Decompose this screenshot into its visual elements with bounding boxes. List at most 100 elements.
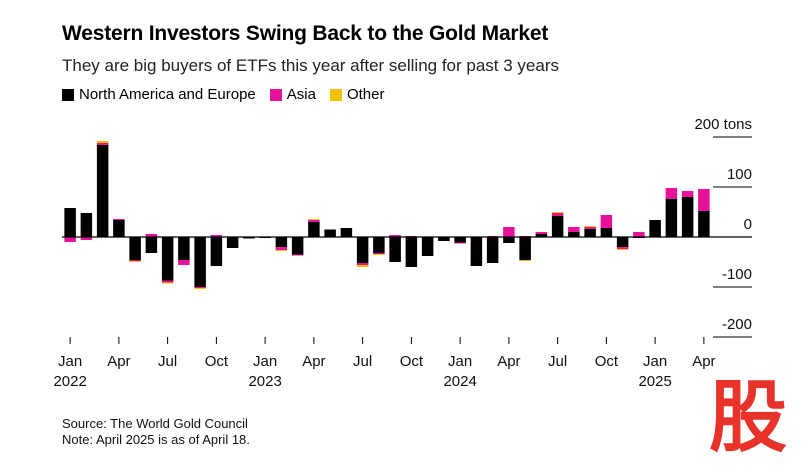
- bar-north-america-and-europe-feb-2022: [80, 213, 93, 237]
- bar-north-america-and-europe-may-2023: [324, 229, 336, 237]
- legend-label: North America and Europe: [79, 86, 256, 103]
- x-year-label: 2022: [53, 373, 86, 390]
- x-year-label: 2025: [638, 373, 671, 390]
- bar-north-america-and-europe-mar-2024: [486, 237, 499, 263]
- bar-other-jul-2023: [356, 265, 369, 267]
- bar-north-america-and-europe-mar-2023: [291, 237, 304, 255]
- bar-asia-aug-2023: [373, 253, 385, 254]
- bar-north-america-and-europe-dec-2022: [243, 237, 255, 239]
- bar-asia-jul-2024: [551, 213, 564, 216]
- x-tick-label: Apr: [302, 353, 325, 370]
- bar-asia-oct-2024: [600, 215, 613, 228]
- bar-asia-feb-2022: [80, 237, 93, 240]
- y-tick-label: -100: [722, 266, 752, 283]
- chart-subtitle: They are big buyers of ETFs this year af…: [62, 56, 559, 75]
- bar-other-mar-2022: [96, 141, 109, 143]
- bar-north-america-and-europe-dec-2023: [438, 237, 450, 241]
- bar-asia-may-2022: [129, 260, 141, 261]
- bar-asia-feb-2025: [665, 188, 678, 199]
- x-tick-label: Jul: [158, 353, 177, 370]
- bar-north-america-and-europe-apr-2024: [503, 237, 515, 243]
- legend-item-asia: Asia: [269, 86, 316, 103]
- x-tick-label: Jul: [353, 353, 372, 370]
- watermark-glyph: 股: [709, 374, 787, 454]
- bar-asia-jan-2024: [454, 242, 466, 244]
- bar-asia-mar-2023: [291, 254, 304, 256]
- bar-north-america-and-europe-nov-2022: [226, 237, 239, 248]
- bar-north-america-and-europe-oct-2024: [600, 228, 613, 237]
- bar-asia-oct-2022: [210, 235, 223, 237]
- bar-other-sep-2024: [584, 226, 596, 227]
- bar-asia-apr-2024: [503, 227, 515, 237]
- bar-north-america-and-europe-jun-2023: [340, 228, 353, 237]
- bar-asia-apr-2022: [113, 219, 125, 220]
- y-tick-label: 100: [727, 166, 752, 183]
- x-tick-label: Apr: [107, 353, 130, 370]
- x-tick-label: Oct: [400, 353, 424, 370]
- bar-north-america-and-europe-jan-2024: [454, 237, 466, 243]
- legend-swatch-yellow: [329, 88, 342, 101]
- x-tick-label: Oct: [205, 353, 229, 370]
- bar-north-america-and-europe-jul-2023: [356, 237, 369, 263]
- bar-asia-sep-2024: [584, 227, 596, 229]
- footnote: Note: April 2025 is as of April 18.: [62, 432, 250, 447]
- bar-north-america-and-europe-apr-2022: [113, 220, 125, 237]
- bar-asia-apr-2023: [308, 220, 320, 222]
- y-tick-label: 200 tons: [694, 116, 752, 133]
- bar-asia-aug-2022: [178, 260, 190, 265]
- x-tick-label: Oct: [595, 353, 619, 370]
- footer: Source: The World Gold Council Note: Apr…: [62, 416, 250, 448]
- bar-asia-nov-2024: [616, 247, 629, 249]
- x-year-label: 2023: [248, 373, 281, 390]
- source-note: Source: The World Gold Council: [62, 416, 248, 431]
- bar-north-america-and-europe-sep-2022: [194, 237, 206, 287]
- bar-north-america-and-europe-jun-2024: [535, 234, 548, 237]
- bar-north-america-and-europe-mar-2022: [96, 145, 109, 237]
- bar-other-may-2024: [519, 260, 531, 261]
- x-year-label: 2024: [443, 373, 476, 390]
- x-tick-label: Jan: [643, 353, 667, 370]
- bar-north-america-and-europe-feb-2025: [665, 199, 678, 237]
- bar-north-america-and-europe-nov-2023: [421, 237, 434, 256]
- bar-north-america-and-europe-aug-2023: [373, 237, 385, 253]
- x-tick-label: Apr: [692, 353, 715, 370]
- x-tick-label: Jan: [448, 353, 472, 370]
- bar-asia-jun-2024: [535, 232, 548, 234]
- gu-stamp-icon: 股: [709, 374, 787, 454]
- bar-asia-jul-2023: [356, 263, 369, 265]
- bar-north-america-and-europe-sep-2023: [389, 237, 401, 262]
- bar-north-america-and-europe-jul-2022: [161, 237, 174, 281]
- bar-asia-mar-2025: [681, 191, 694, 197]
- bar-north-america-and-europe-aug-2022: [178, 237, 190, 260]
- bar-other-may-2022: [129, 261, 141, 262]
- bar-asia-aug-2024: [568, 227, 580, 232]
- bar-north-america-and-europe-oct-2022: [210, 237, 223, 266]
- bar-north-america-and-europe-feb-2024: [470, 237, 483, 266]
- bar-other-sep-2022: [194, 288, 206, 289]
- bar-asia-jan-2022: [64, 237, 76, 242]
- bar-north-america-and-europe-sep-2024: [584, 229, 596, 237]
- bar-north-america-and-europe-nov-2024: [616, 237, 629, 247]
- legend-item-other: Other: [329, 86, 385, 103]
- bar-north-america-and-europe-aug-2024: [568, 232, 580, 237]
- legend-label: Other: [346, 86, 385, 103]
- x-tick-label: Jul: [548, 353, 567, 370]
- y-tick-label: -200: [722, 316, 752, 333]
- bar-asia-sep-2022: [194, 287, 206, 288]
- legend-label: Asia: [286, 86, 316, 103]
- bar-north-america-and-europe-apr-2025: [698, 211, 710, 237]
- bar-north-america-and-europe-jan-2022: [64, 208, 76, 237]
- bar-north-america-and-europe-mar-2025: [681, 197, 694, 237]
- bar-north-america-and-europe-oct-2023: [405, 237, 418, 267]
- x-tick-label: Jan: [58, 353, 82, 370]
- bar-asia-jul-2022: [161, 280, 174, 283]
- bar-north-america-and-europe-jun-2022: [145, 237, 158, 253]
- y-tick-label: 0: [744, 216, 752, 233]
- bar-other-nov-2024: [616, 249, 629, 250]
- bar-north-america-and-europe-feb-2023: [275, 237, 288, 247]
- bar-asia-mar-2022: [96, 143, 109, 145]
- bar-asia-feb-2023: [275, 247, 288, 250]
- bar-north-america-and-europe-may-2024: [519, 237, 531, 260]
- bar-other-jul-2022: [161, 282, 174, 284]
